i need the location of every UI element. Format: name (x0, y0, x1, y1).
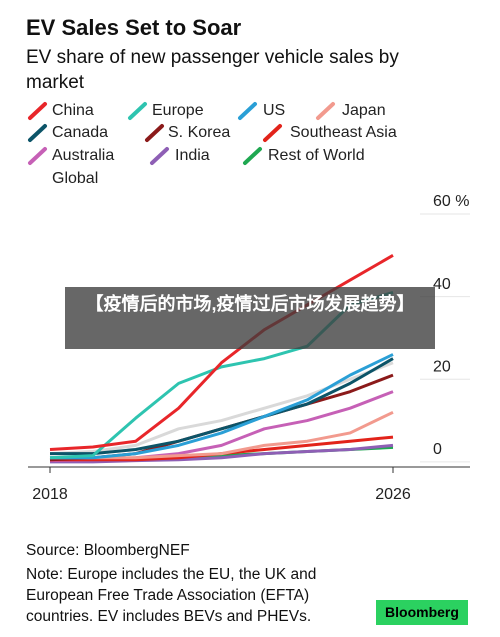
legend-swatch (263, 124, 282, 142)
legend-swatch (28, 147, 47, 165)
legend-label: India (175, 147, 210, 164)
note: Note: Europe includes the EU, the UK and… (26, 566, 317, 625)
legend-label: S. Korea (168, 124, 230, 141)
logo: Bloomberg (376, 600, 468, 625)
legend-swatch (243, 147, 262, 165)
legend-swatch (316, 102, 335, 120)
series-line (50, 443, 394, 464)
x-tick-label: 2026 (375, 486, 411, 503)
legend-label: Rest of World (268, 147, 365, 164)
legend-swatch (128, 102, 147, 120)
legend-label: China (52, 102, 94, 119)
legend-label: Australia (52, 147, 114, 164)
overlay-banner: 【疫情后的市场,疫情过后市场发展趋势】 (65, 287, 435, 349)
legend-label: US (263, 102, 285, 119)
series-line (50, 357, 394, 456)
y-tick-label: 60 % (433, 193, 469, 210)
legend-label: Japan (342, 102, 386, 119)
y-tick-label: 20 (433, 358, 451, 375)
y-tick-label: 40 (433, 276, 451, 293)
chart-subtitle: EV share of new passenger vehicle sales … (26, 47, 399, 93)
legend-label: Southeast Asia (290, 124, 397, 141)
source: Source: BloombergNEF (26, 542, 190, 559)
legend-swatch (238, 102, 257, 120)
chart-title: EV Sales Set to Soar (26, 15, 242, 40)
legend-label: Canada (52, 124, 108, 141)
legend-swatch (150, 147, 169, 165)
x-tick-label: 2018 (32, 486, 68, 503)
legend-swatch (28, 102, 47, 120)
series-line (50, 353, 394, 460)
legend-label: Global (52, 170, 98, 187)
series-line (49, 361, 394, 456)
legend-swatch (28, 124, 47, 142)
y-tick-label: 0 (433, 441, 442, 458)
legend-swatch (145, 124, 164, 142)
legend-label: Europe (152, 102, 204, 119)
